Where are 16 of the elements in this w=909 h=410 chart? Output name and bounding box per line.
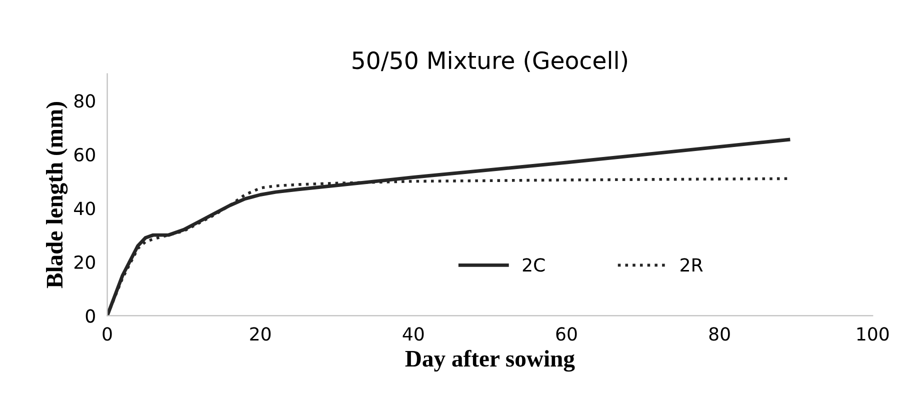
y-axis-title: Blade length (mm) [46, 102, 68, 288]
x-axis-title: Day after sowing [405, 350, 575, 372]
legend-label: 2C [522, 258, 545, 272]
x-tick-label: 80 [709, 327, 730, 341]
y-tick-label: 20 [74, 255, 95, 270]
x-tick-label: 0 [102, 327, 112, 341]
legend-label: 2R [680, 258, 703, 272]
x-tick-label: 100 [857, 327, 889, 341]
x-tick-label: 60 [556, 327, 577, 341]
y-tick-label: 0 [86, 309, 95, 323]
chart-title: 50/50 Mixture (Geocell) [352, 50, 628, 72]
y-tick-label: 80 [74, 94, 95, 108]
x-tick-label: 20 [250, 327, 271, 341]
y-tick-label: 40 [74, 202, 95, 216]
y-tick-label: 60 [74, 148, 95, 162]
x-tick-label: 40 [402, 327, 424, 341]
